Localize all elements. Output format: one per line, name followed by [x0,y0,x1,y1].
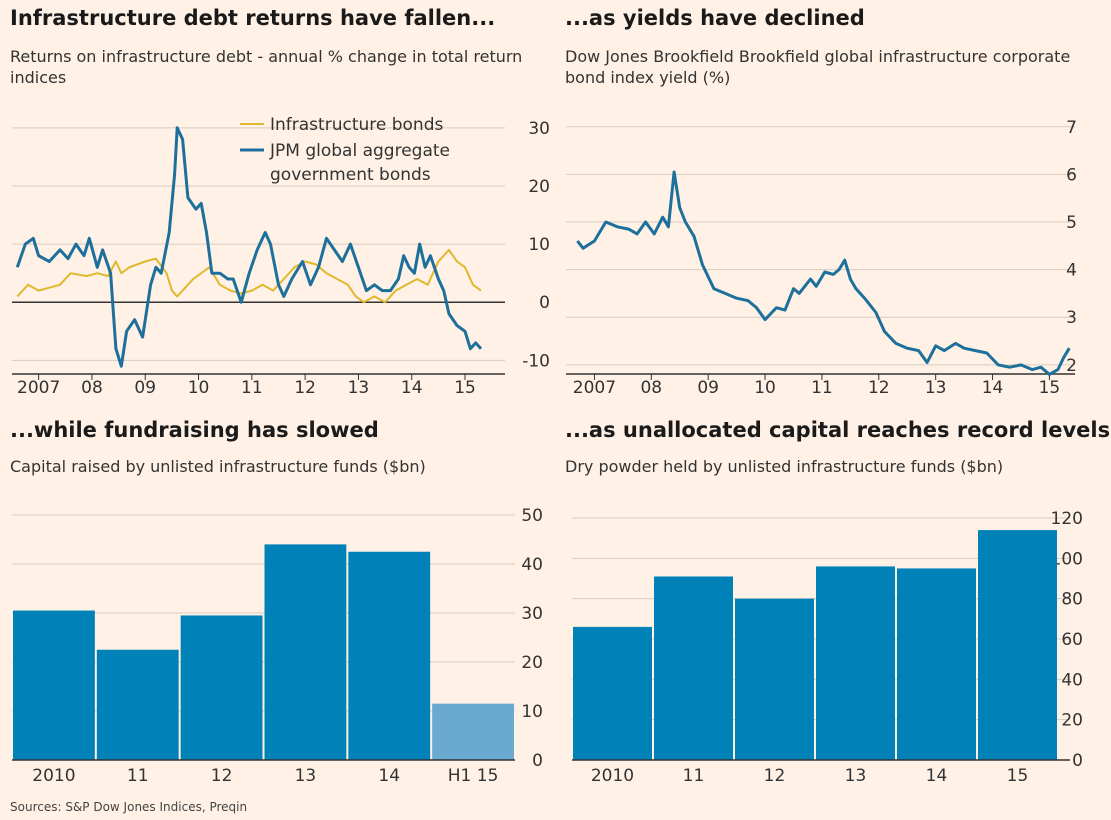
chart-3-category-label: 13 [295,766,317,786]
chart-2-series-line [576,170,1071,376]
chart-2-xtick-label: 11 [811,378,833,398]
sources-note: Sources: S&P Dow Jones Indices, Preqin [10,800,248,814]
chart-4-bar [816,566,895,760]
chart-2-xtick-label: 14 [982,378,1004,398]
chart-4-ytick-label: 100 [1051,549,1083,569]
chart-1-ytick-label: 0 [539,293,550,313]
chart-1-ytick-label: 20 [528,177,550,197]
chart-4-category-label: 11 [683,766,705,786]
chart-3-ytick-label: 10 [521,702,543,722]
chart-3-bar [432,703,514,760]
legend-label-infra: Infrastructure bonds [270,115,443,135]
chart-4-bar [573,626,652,760]
chart-4-subtitle: Dry powder held by unlisted infrastructu… [565,457,1004,476]
chart-4-ytick-label: 120 [1051,509,1083,529]
chart-3-bar [264,544,347,760]
chart-2-ytick-label: 7 [1066,118,1077,138]
chart-4-title: ...as unallocated capital reaches record… [565,418,1111,442]
chart-3-ytick-label: 0 [532,751,543,771]
chart-1-series-line [16,248,482,304]
chart-1-xtick-label: 14 [401,378,423,398]
chart-4-bar [897,568,976,760]
chart-3-category-label: 11 [127,766,149,786]
chart-2-ytick-label: 3 [1066,308,1077,328]
chart-3-bar [96,649,179,760]
chart-4-ytick-label: 60 [1061,630,1083,650]
chart-4-category-label: 15 [1007,766,1029,786]
chart-2-xtick-label: 10 [754,378,776,398]
chart-1-xtick-label: 2007 [17,378,60,398]
chart-3-category-label: 12 [211,766,233,786]
chart-3-bar [348,551,431,760]
chart-2-xtick-label: 08 [640,378,662,398]
chart-4-ytick-label: 80 [1061,590,1083,610]
chart-1-ytick-label: -10 [522,351,550,371]
chart-1-title: Infrastructure debt returns have fallen.… [10,6,496,30]
chart-2-xtick-label: 12 [868,378,890,398]
chart-2-xtick-label: 09 [697,378,719,398]
chart-3-title: ...while fundraising has slowed [10,418,379,442]
chart-3-ytick-label: 30 [521,604,543,624]
chart-1-xtick-label: 08 [81,378,103,398]
chart-1-ytick-label: 10 [528,235,550,255]
chart-4-category-label: 2010 [591,766,634,786]
chart-1-xtick-label: 09 [134,378,156,398]
chart-2-ytick-label: 2 [1066,356,1077,376]
legend-label-jpm-line2: government bonds [270,165,431,185]
chart-3-subtitle: Capital raised by unlisted infrastructur… [10,457,426,476]
chart-4-category-label: 13 [845,766,867,786]
chart-4-ytick-label: 0 [1072,751,1083,771]
chart-4-ytick-label: 40 [1061,670,1083,690]
chart-3-category-label: 14 [378,766,400,786]
chart-2-xtick-label: 15 [1039,378,1061,398]
chart-1-xtick-label: 11 [241,378,263,398]
chart-1-xtick-label: 15 [454,378,476,398]
chart-3-bar [13,610,95,760]
chart-2-subtitle: Dow Jones Brookfield Brookfield global i… [565,47,1071,87]
chart-1-subtitle: Returns on infrastructure debt - annual … [10,47,523,87]
chart-3-category-label: 2010 [32,766,75,786]
chart-2-xtick-label: 2007 [573,378,616,398]
chart-1-xtick-label: 12 [294,378,316,398]
chart-4-bar [978,530,1057,760]
chart-1-ytick-label: 30 [528,119,550,139]
legend-label-jpm-line1: JPM global aggregate [269,141,450,161]
chart-4-category-label: 14 [926,766,948,786]
chart-4-bar [735,598,814,760]
chart-3-ytick-label: 50 [521,506,543,526]
chart-2-xtick-label: 13 [925,378,947,398]
chart-3-category-label: H1 15 [448,766,499,786]
chart-3-ytick-label: 20 [521,653,543,673]
chart-3-ytick-label: 40 [521,555,543,575]
chart-4-bar [654,576,733,760]
chart-4-ytick-label: 20 [1061,711,1083,731]
chart-1-xtick-label: 10 [188,378,210,398]
chart-3-bar [180,615,263,760]
chart-2-title: ...as yields have declined [565,6,865,30]
chart-1-xtick-label: 13 [348,378,370,398]
chart-4-category-label: 12 [764,766,786,786]
chart-2-ytick-label: 4 [1066,261,1077,281]
chart-2-ytick-label: 6 [1066,165,1077,185]
chart-2-ytick-label: 5 [1066,213,1077,233]
chart-1-series-line [15,126,483,368]
